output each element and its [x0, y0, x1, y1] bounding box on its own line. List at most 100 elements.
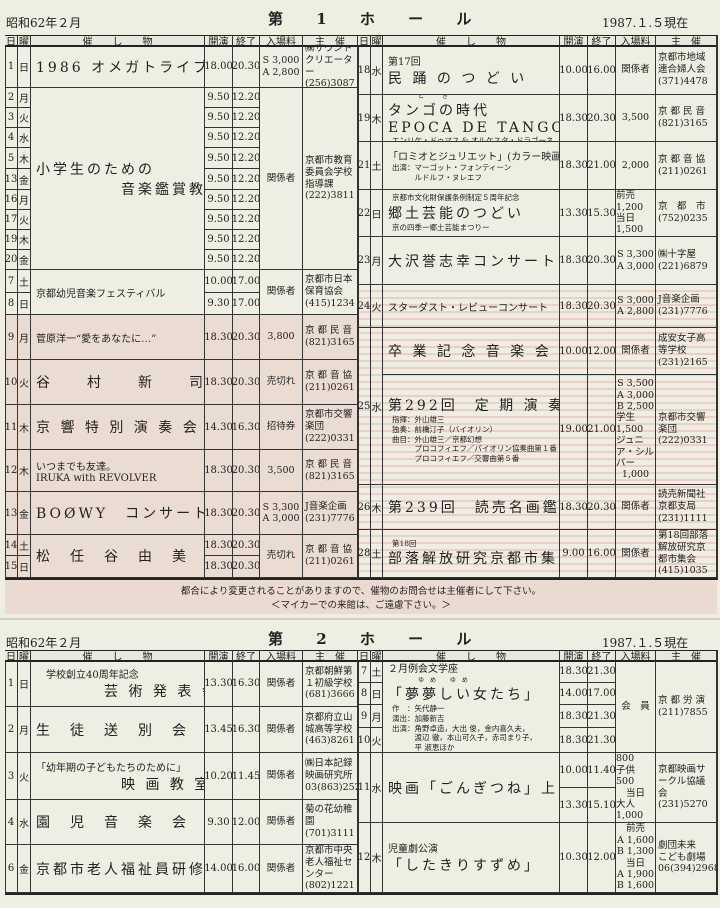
fee-line: A 3,000 [616, 260, 655, 272]
start-time: 9.00 [560, 530, 588, 578]
fee-line: 当日1,500 [616, 213, 644, 236]
end-time: 12.20 [233, 230, 260, 250]
end-time: 20.30 [233, 450, 260, 492]
start-time: 10.00 [205, 270, 233, 293]
start-time: 9.50 [205, 148, 233, 169]
event-title: 谷 村 新 司 [31, 360, 205, 405]
admission-fee: 3,500 [616, 95, 656, 142]
organizer: 京 都 音 協 (211)0261 [303, 360, 358, 405]
column-header: 入場料 [616, 36, 656, 48]
column-header: 主 催 [303, 651, 358, 663]
event-date: 10 [358, 728, 371, 753]
column-header: 入場料 [616, 651, 656, 663]
event-title: 学校創立40周年記念 芸 術 発 表 会 [31, 661, 205, 707]
event-weekday: 水 [371, 328, 383, 485]
fee-line: 2,000 [621, 159, 650, 171]
event-title-line: 演出：加藤新吉 [392, 713, 445, 723]
event-title-line: 大沢誉志幸コンサート [388, 253, 558, 270]
event-title-line: 音楽鑑賞教室 [36, 181, 205, 198]
fee-line: 大人1,000 [616, 798, 644, 822]
event-title-line: 卒 業 記 念 音 楽 会 [388, 344, 552, 360]
end-time: 12.20 [233, 210, 260, 230]
footer-notice: 都合により変更されることがありますので、催物のお問合せは主催者にして下さい。 ＜マ… [5, 580, 717, 614]
organizer-line: (821)3165 [658, 118, 708, 129]
fee-line: 関係者 [621, 345, 650, 357]
start-time: 18.30 [560, 485, 588, 530]
footer-line: ＜マイカーでの来館は、ご遠慮下さい。＞ [271, 600, 451, 611]
end-time: 21.30 [588, 728, 616, 753]
organizer-line: ㈱日本記録 [305, 758, 353, 770]
as-of-date: 1987.１.５現在 [602, 16, 689, 30]
fee-line: A 3,000 [262, 513, 300, 524]
event-date: 11 [358, 753, 371, 823]
end-time: 15.30 [588, 190, 616, 237]
admission-fee: S 3,300 A 3,000 [260, 492, 303, 535]
event-row: 2 月 13.45 16.30 生 徒 送 別 会 関係者 京都府立山 城高等学校 (463)8… [5, 707, 358, 753]
fee-line: 招待券 [266, 421, 296, 433]
organizer-line: クリエーター [305, 54, 353, 78]
event-weekday: 月 [18, 88, 31, 108]
organizer-line: ンター [305, 868, 334, 880]
start-time: 10.00 [560, 46, 588, 95]
admission-fee: 会 員 [616, 661, 656, 753]
column-header: 終了 [233, 651, 260, 663]
event-title: 京 響 特 別 演 奏 会 [31, 405, 205, 450]
event-date: 15 [5, 556, 18, 578]
admission-fee: 3,500 [260, 450, 303, 492]
start-time: 10.30 [560, 823, 588, 893]
fee-line: A 2,800 [616, 306, 655, 317]
organizer: 京 都 民 音 (821)3165 [303, 450, 358, 492]
fee-line: 売切れ [266, 376, 296, 388]
event-title-line: 生 徒 送 別 会 [36, 722, 189, 739]
admission-fee: 売切れ [260, 535, 303, 578]
organizer-line: 京都市交響 [305, 409, 353, 421]
event-title-line: 「したきりすずめ」 [388, 858, 541, 874]
event-weekday: 火 [18, 753, 31, 800]
event-date: 13 [5, 492, 18, 535]
event-title-line: と き [418, 95, 455, 100]
organizer-line: 劇団未来 [658, 839, 697, 851]
event-weekday: 金 [18, 169, 31, 190]
event-weekday: 水 [371, 753, 383, 823]
start-time: 18.30 [560, 142, 588, 190]
event-row: 25 水 10.00 12.00 卒 業 記 念 音 楽 会 関係者 成安女子高 等学校 (23… [358, 328, 717, 485]
admission-fee: 2,000 [616, 142, 656, 190]
event-title: 「幼年期の子どもたちのために」 映 画 教 室 [31, 753, 205, 800]
fee-line: 関係者 [266, 677, 296, 689]
organizer: 京 都 労 演 (211)7855 [656, 661, 717, 753]
start-time: 13.30 [205, 661, 233, 707]
organizer-line: (802)1221 [305, 880, 355, 892]
organizer: 京 都 音 協 (211)0261 [303, 535, 358, 578]
organizer-line: (415)1234 [305, 297, 355, 309]
event-title-line: 1986 オメガトライブ [36, 59, 205, 76]
event-title: 児童劇公演 「したきりすずめ」 [383, 823, 560, 893]
start-time: 9.30 [205, 800, 233, 845]
event-title-line: 曲目：外山雄三／京都幻想 [392, 434, 482, 444]
organizer-line: (211)0261 [305, 382, 355, 393]
as-of-date: 1987.１.５現在 [602, 636, 689, 650]
end-time: 20.30 [233, 315, 260, 360]
event-title-line: 民 踊 の つ ど い [388, 70, 528, 87]
start-time: 9.50 [205, 169, 233, 190]
organizer-line: 菊の花幼稚園 [305, 804, 353, 828]
organizer-line: 京 都 労 演 [658, 694, 706, 706]
start-time: 9.50 [205, 88, 233, 108]
event-date: 20 [5, 250, 18, 270]
fee-line: 関係者 [266, 770, 296, 782]
admission-fee: S 3,000 A 2,800 [260, 46, 303, 88]
end-time: 12.00 [588, 328, 616, 375]
end-time: 16.30 [233, 405, 260, 450]
event-title: スターダスト・レビューコンサート [383, 285, 560, 328]
organizer-line: 京都支局 [658, 501, 697, 513]
organizer-line: ㈱サウンド [305, 46, 353, 54]
event-date: 1 [5, 661, 18, 707]
start-time: 18.30 [205, 315, 233, 360]
event-row: 4 水 9.30 12.00 園 児 音 楽 会 関係者 菊の花幼稚園 (701)3111 [5, 800, 358, 845]
event-date: 10 [5, 360, 18, 405]
organizer-line: (752)0235 [658, 213, 708, 224]
end-time: 21.00 [588, 142, 616, 190]
organizer-line: 城高等学校 [305, 723, 353, 735]
event-date: 28 [358, 530, 371, 578]
fee-line: 3,800 [267, 331, 295, 343]
